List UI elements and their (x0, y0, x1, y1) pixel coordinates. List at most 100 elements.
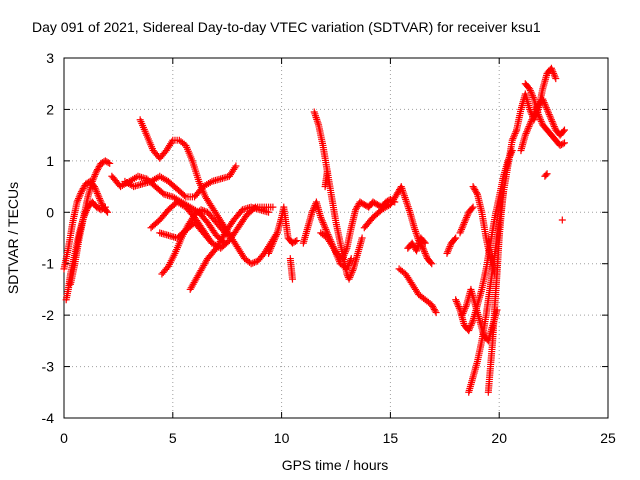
data-point (344, 263, 352, 271)
data-point (345, 275, 353, 283)
data-point (522, 129, 530, 137)
data-point (473, 189, 481, 197)
data-point (460, 220, 468, 228)
data-point (270, 237, 278, 245)
data-point (551, 73, 559, 81)
data-point (104, 208, 112, 216)
data-point (463, 212, 471, 220)
data-point (547, 64, 555, 72)
data-point (537, 117, 545, 125)
data-point (347, 270, 355, 278)
data-point (465, 327, 473, 335)
data-point (527, 117, 535, 125)
data-point (524, 124, 532, 132)
data-point (90, 174, 98, 182)
data-point (460, 308, 468, 316)
data-point (432, 309, 440, 317)
data-point (547, 116, 555, 124)
series-track-s (404, 234, 429, 255)
data-point (463, 213, 471, 221)
data-point (268, 241, 276, 249)
data-point (456, 229, 464, 237)
data-point (550, 71, 558, 79)
data-point (523, 128, 531, 136)
data-point (420, 246, 428, 254)
data-point (308, 208, 316, 216)
data-point (74, 196, 82, 204)
series-track-ae (558, 216, 566, 224)
data-point (459, 222, 467, 230)
data-point (100, 204, 108, 212)
data-point (266, 246, 274, 254)
data-point (535, 112, 543, 120)
data-point (528, 116, 536, 124)
data-point (320, 222, 328, 230)
series-track-p (321, 167, 331, 191)
series-track-ab (517, 95, 568, 155)
data-point (317, 213, 325, 221)
data-point (321, 224, 329, 232)
data-point (549, 119, 557, 127)
x-tick-label: 5 (169, 430, 177, 446)
data-point (345, 260, 353, 268)
x-tick-label: 15 (383, 430, 399, 446)
data-point (560, 139, 568, 147)
data-point (318, 217, 326, 225)
data-point (323, 167, 331, 175)
data-point (95, 193, 103, 201)
data-point (467, 321, 475, 329)
data-point (444, 246, 452, 254)
data-point (526, 119, 534, 127)
series-track-y (484, 188, 508, 396)
data-point (469, 203, 477, 211)
data-point (347, 255, 355, 263)
data-point (543, 170, 551, 178)
data-point (444, 248, 452, 256)
data-point (168, 138, 176, 146)
data-point (422, 251, 430, 259)
data-point (232, 162, 240, 170)
data-point (75, 193, 83, 201)
data-point (445, 244, 453, 252)
grid-lines (64, 58, 608, 418)
data-point (461, 304, 469, 312)
data-point (199, 206, 207, 214)
data-point (106, 159, 114, 167)
data-point (453, 299, 461, 307)
series-track-ad (541, 170, 551, 180)
data-point (319, 219, 327, 227)
data-point (91, 184, 99, 192)
data-point (273, 231, 281, 239)
series-track-q (360, 183, 436, 268)
data-point (421, 249, 429, 257)
data-point (468, 318, 476, 326)
data-point (93, 188, 101, 196)
data-point (91, 171, 99, 179)
data-point (451, 235, 459, 243)
series-track-i (121, 162, 240, 201)
data-point (291, 237, 299, 245)
data-point (452, 297, 460, 305)
data-point (537, 116, 545, 124)
data-point (446, 243, 454, 251)
data-point (457, 227, 465, 235)
data-point (431, 307, 439, 315)
data-point (526, 87, 534, 95)
data-point (466, 323, 474, 331)
data-point (547, 114, 555, 122)
data-point (77, 189, 85, 197)
data-point (293, 237, 301, 245)
data-point (443, 249, 451, 257)
data-point (545, 111, 553, 119)
data-point (347, 256, 355, 264)
x-axis-label: GPS time / hours (282, 457, 389, 473)
series-track-l (286, 255, 296, 283)
data-point (461, 217, 469, 225)
data-point (329, 243, 337, 251)
data-point (534, 111, 542, 119)
data-point (539, 97, 547, 105)
data-point (452, 234, 460, 242)
data-point (428, 260, 436, 268)
data-point (552, 75, 560, 83)
data-point (548, 66, 556, 74)
